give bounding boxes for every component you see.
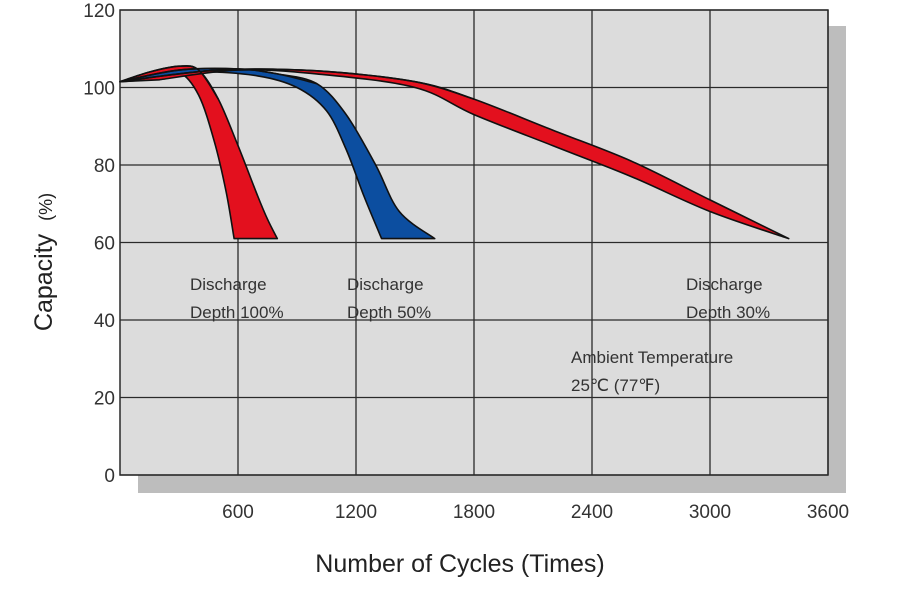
y-tick-label: 20: [94, 389, 115, 410]
y-tick-label: 80: [94, 156, 115, 177]
x-tick-label: 1800: [453, 502, 495, 523]
grid: [120, 9, 829, 476]
annotation-dod50: Discharge Depth 50%: [347, 275, 431, 322]
y-tick-label: 0: [104, 466, 115, 487]
y-tick-label: 40: [94, 311, 115, 332]
y-tick-label: 120: [83, 1, 115, 22]
annotation-line: Discharge: [190, 275, 267, 294]
series-outline-dod100: [119, 65, 219, 100]
annotation-line: Depth 100%: [190, 303, 284, 322]
annotations: Discharge Depth 100%Discharge Depth 50%Dis…: [190, 275, 770, 395]
y-tick-label: 100: [83, 79, 115, 100]
annotation-line: Discharge: [347, 275, 424, 294]
x-tick-labels: 600 1200 1800 2400 3000 3600: [222, 502, 849, 523]
series-areas: [119, 65, 790, 240]
series-outline-dod30: [119, 68, 475, 100]
annotation-line: Discharge: [686, 275, 763, 294]
y-axis-title: Capacity (%): [30, 193, 58, 331]
x-tick-label: 3600: [807, 502, 849, 523]
annotation-line: 25℃ (77℉): [571, 376, 660, 395]
x-tick-label: 600: [222, 502, 254, 523]
annotation-ambient: Ambient Temperature 25℃ (77℉): [571, 348, 733, 395]
x-axis-title: Number of Cycles (Times): [315, 550, 604, 578]
x-tick-label: 2400: [571, 502, 613, 523]
y-tick-labels: 0 20 40 60 80 100 120: [83, 1, 115, 487]
annotation-line: Ambient Temperature: [571, 348, 733, 367]
annotation-line: Depth 50%: [347, 303, 431, 322]
x-tick-label: 1200: [335, 502, 377, 523]
annotation-dod30: Discharge Depth 30%: [686, 275, 770, 322]
x-tick-label: 3000: [689, 502, 731, 523]
y-tick-label: 60: [94, 234, 115, 255]
annotation-line: Depth 30%: [686, 303, 770, 322]
y-axis-title-unit: (%): [36, 193, 56, 221]
annotation-dod100: Discharge Depth 100%: [190, 275, 284, 322]
y-axis-title-label: Capacity: [30, 233, 58, 331]
